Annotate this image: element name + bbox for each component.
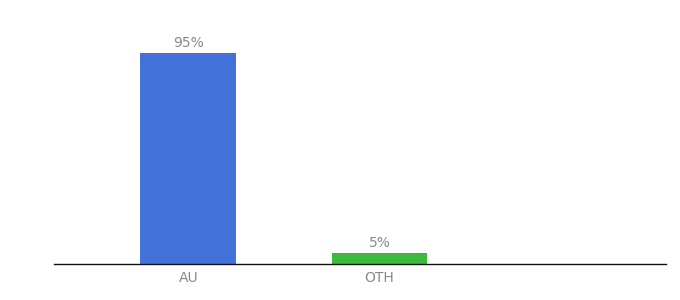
Text: 5%: 5% [369, 236, 390, 250]
Bar [332, 253, 427, 264]
Text: 95%: 95% [173, 36, 203, 50]
Bar [141, 53, 236, 264]
